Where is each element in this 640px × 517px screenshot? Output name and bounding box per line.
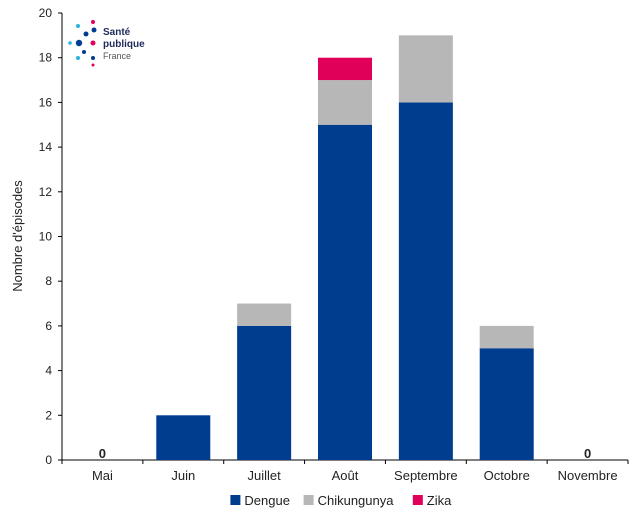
bar-dengue bbox=[479, 348, 534, 460]
y-tick-label: 14 bbox=[39, 140, 53, 154]
y-tick-label: 10 bbox=[39, 230, 53, 244]
y-tick-label: 18 bbox=[39, 51, 53, 65]
logo-dot bbox=[91, 20, 95, 24]
bar-zika bbox=[318, 57, 372, 81]
bar-chikungunya bbox=[398, 35, 453, 103]
bar-chikungunya bbox=[237, 303, 292, 326]
x-category-label: Août bbox=[332, 468, 359, 483]
legend-swatch-zika bbox=[412, 495, 423, 505]
x-category-label: Mai bbox=[92, 468, 113, 483]
data-label: 0 bbox=[99, 446, 106, 461]
data-label: 0 bbox=[584, 446, 591, 461]
logo-text-line1: Santé bbox=[103, 27, 131, 38]
logo-text-line3: France bbox=[103, 51, 131, 61]
y-tick-label: 16 bbox=[39, 95, 53, 109]
logo-dot bbox=[91, 27, 97, 33]
bar-dengue bbox=[156, 415, 211, 460]
bar-dengue bbox=[237, 325, 292, 460]
y-tick-label: 0 bbox=[45, 453, 52, 467]
logo-dot bbox=[91, 56, 95, 60]
y-tick-label: 6 bbox=[45, 319, 52, 333]
y-axis-label: Nombre d'épisodes bbox=[10, 180, 25, 292]
bar-dengue bbox=[318, 124, 372, 460]
x-category-label: Septembre bbox=[394, 468, 458, 483]
legend-label-dengue: Dengue bbox=[244, 493, 290, 508]
bar-dengue bbox=[398, 102, 453, 461]
logo-dot bbox=[82, 50, 86, 54]
logo-dot bbox=[90, 40, 96, 46]
logo-text-line2: publique bbox=[103, 39, 145, 50]
logo-dot bbox=[91, 63, 95, 67]
y-tick-label: 2 bbox=[45, 408, 52, 422]
logo-dot bbox=[83, 31, 89, 37]
legend-swatch-dengue bbox=[230, 495, 241, 505]
logo-dot bbox=[68, 41, 72, 45]
y-tick-label: 20 bbox=[39, 6, 53, 20]
logo-dot bbox=[76, 24, 80, 28]
logo-dot bbox=[76, 56, 80, 60]
plot-area: 0 2 4 6 8 10 12 14 16 18 20 Mai Juin Juillet Août Septe… bbox=[39, 6, 629, 483]
x-category-label: Juillet bbox=[248, 468, 282, 483]
x-category-label: Octobre bbox=[484, 468, 530, 483]
legend-label-chikungunya: Chikungunya bbox=[318, 493, 395, 508]
logo-dot bbox=[75, 39, 83, 47]
y-tick-label: 12 bbox=[39, 185, 53, 199]
bar-chikungunya bbox=[479, 325, 534, 349]
y-tick-label: 8 bbox=[45, 274, 52, 288]
bar-chikungunya bbox=[318, 80, 372, 125]
legend-label-zika: Zika bbox=[427, 493, 452, 508]
legend-swatch-chikungunya bbox=[303, 495, 314, 505]
legend: Dengue Chikungunya Zika bbox=[230, 493, 452, 508]
x-category-label: Juin bbox=[171, 468, 195, 483]
y-tick-label: 4 bbox=[45, 364, 52, 378]
x-category-label: Novembre bbox=[558, 468, 618, 483]
sante-publique-france-logo: Santé publique France bbox=[68, 20, 145, 67]
